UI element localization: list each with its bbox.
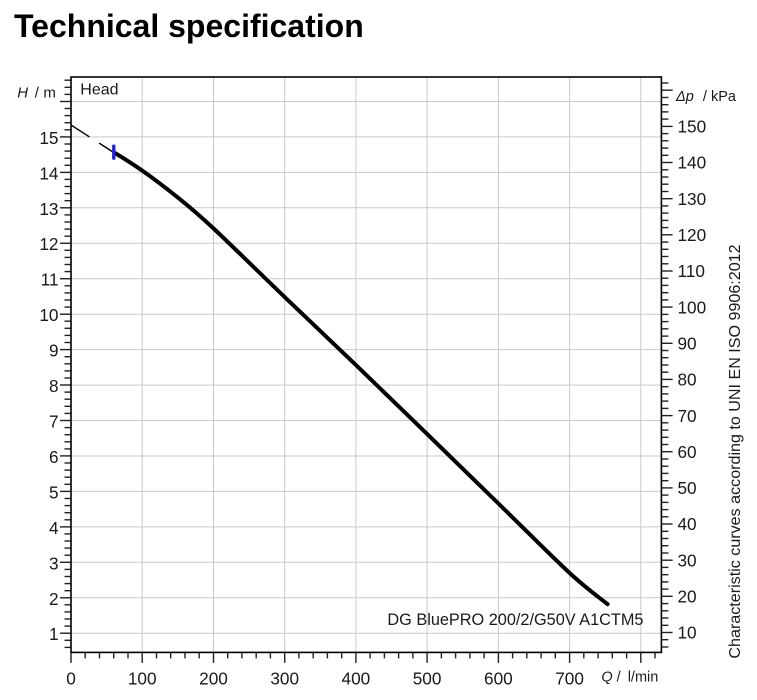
svg-text:DG BluePRO 200/2/G50V A1CTM5: DG BluePRO 200/2/G50V A1CTM5 — [387, 611, 643, 629]
svg-text:100: 100 — [128, 669, 157, 689]
svg-text:300: 300 — [270, 669, 299, 689]
svg-text:80: 80 — [678, 370, 697, 390]
svg-text:15: 15 — [39, 128, 58, 148]
svg-text:Q/l/min: Q / l/min — [601, 670, 658, 686]
svg-text:10: 10 — [678, 623, 697, 643]
svg-text:0: 0 — [66, 669, 76, 689]
svg-text:Head: Head — [80, 82, 118, 99]
svg-text:140: 140 — [678, 153, 707, 173]
svg-text:12: 12 — [39, 234, 58, 254]
svg-text:4: 4 — [49, 518, 59, 538]
svg-text:9: 9 — [49, 341, 59, 361]
svg-text:50: 50 — [678, 478, 697, 498]
svg-text:100: 100 — [678, 297, 707, 317]
svg-text:400: 400 — [342, 669, 371, 689]
svg-text:6: 6 — [49, 447, 59, 467]
svg-text:Δp/kPa: Δp / kPa — [675, 89, 737, 105]
svg-text:2: 2 — [49, 589, 59, 609]
svg-text:90: 90 — [678, 334, 697, 354]
svg-text:120: 120 — [678, 225, 707, 245]
svg-text:150: 150 — [678, 117, 707, 137]
svg-text:60: 60 — [678, 442, 697, 462]
svg-text:8: 8 — [49, 376, 59, 396]
svg-text:3: 3 — [49, 553, 59, 573]
svg-text:600: 600 — [484, 669, 513, 689]
svg-text:H/m: H / m — [17, 85, 56, 102]
svg-text:130: 130 — [678, 189, 707, 209]
svg-text:700: 700 — [555, 669, 584, 689]
svg-text:20: 20 — [678, 587, 697, 607]
svg-text:70: 70 — [678, 406, 697, 426]
svg-text:13: 13 — [39, 199, 58, 219]
svg-text:110: 110 — [678, 261, 705, 281]
svg-text:14: 14 — [39, 163, 59, 183]
svg-text:7: 7 — [49, 412, 59, 432]
svg-text:Characteristic curves accordin: Characteristic curves according to UNI E… — [726, 244, 744, 658]
svg-text:40: 40 — [678, 514, 697, 534]
svg-text:1: 1 — [49, 624, 59, 644]
svg-text:500: 500 — [413, 669, 442, 689]
svg-text:30: 30 — [678, 550, 697, 570]
svg-text:11: 11 — [41, 270, 59, 290]
svg-text:5: 5 — [49, 482, 59, 502]
svg-text:200: 200 — [199, 669, 228, 689]
svg-text:10: 10 — [39, 305, 58, 325]
